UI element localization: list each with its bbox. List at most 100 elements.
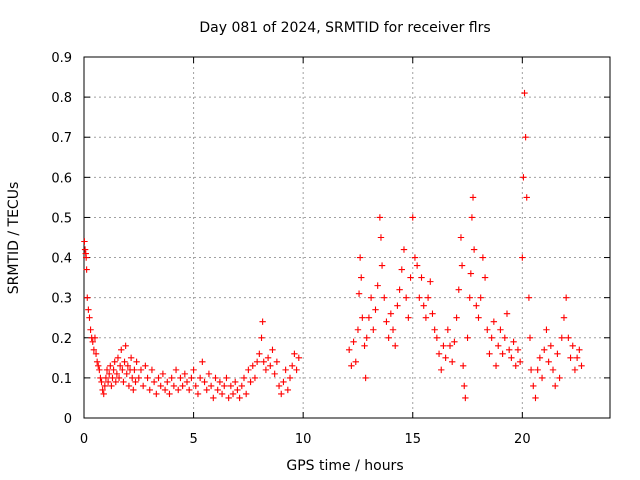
data-point [155,374,162,382]
data-point [356,254,364,261]
data-point [96,366,103,374]
data-point [492,362,500,370]
data-point [367,294,375,301]
data-point [238,382,245,390]
data-point [394,302,401,309]
data-point [461,382,468,390]
data-point [214,386,221,394]
data-point [453,314,460,321]
data-point [99,386,106,394]
data-point [438,366,445,374]
data-point [392,342,399,349]
data-point [475,314,482,321]
data-point [107,362,114,370]
data-point [90,346,98,354]
data-point [363,334,370,341]
data-point [468,214,476,221]
data-point [497,326,504,333]
data-point [400,246,408,253]
data-point [106,370,113,378]
data-point [402,294,410,301]
data-point [98,378,105,386]
data-point [271,370,278,378]
data-point [269,346,276,354]
y-tick-label: 0.2 [51,332,72,347]
data-point [446,342,454,349]
data-point [112,378,119,386]
data-point [501,334,508,341]
data-point [387,310,395,317]
data-point [240,374,248,382]
data-point [130,386,137,394]
data-point [148,366,156,374]
data-point [523,194,530,201]
data-point [573,354,581,362]
data-point [131,366,138,374]
data-point [407,274,414,281]
data-point [411,254,419,261]
data-point [355,290,363,297]
data-point [464,334,471,341]
data-point [81,238,88,245]
data-point [291,350,298,358]
data-point [377,234,385,241]
data-point [495,342,502,349]
data-point [534,366,541,374]
data-point [273,358,281,366]
data-point [444,326,452,333]
data-point [108,382,115,390]
data-point [234,386,241,394]
data-point [153,390,160,398]
data-point [358,274,365,281]
data-point [560,314,568,321]
data-point [547,342,555,349]
data-point [170,382,178,390]
data-point [365,314,373,321]
data-point [520,174,527,181]
data-point [427,278,434,285]
data-point [514,346,522,354]
y-tick-label: 0.7 [51,131,72,146]
data-point [512,362,519,370]
data-point [479,254,487,261]
data-point [179,382,186,390]
data-point [525,294,533,301]
x-tick-label: 0 [80,432,88,447]
data-point [477,294,484,301]
data-point [242,390,250,398]
data-point [484,326,491,333]
data-point [530,382,537,390]
data-point [135,374,142,382]
data-point [172,366,180,374]
data-point [361,342,368,349]
data-point [262,366,270,374]
data-point [538,374,546,382]
data-point [83,266,90,273]
data-point [218,390,226,398]
data-point [289,362,296,370]
data-point [249,362,256,370]
data-point [124,362,132,370]
data-point [207,382,215,390]
data-point [442,354,449,362]
data-point [225,394,232,402]
data-point [545,358,552,366]
x-tick-label: 10 [295,432,312,447]
data-point [549,366,557,374]
data-point [247,378,254,386]
data-point [374,282,381,289]
data-point [227,382,235,390]
data-point [284,386,292,394]
data-point [120,378,127,386]
data-point [119,366,126,374]
data-point [223,374,230,382]
data-point [97,374,104,382]
data-point [89,338,96,345]
data-point [142,362,149,370]
data-point [554,350,561,358]
data-point [81,246,89,253]
y-tick-label: 0.3 [51,292,72,307]
data-point [92,350,100,358]
data-point [418,274,425,281]
